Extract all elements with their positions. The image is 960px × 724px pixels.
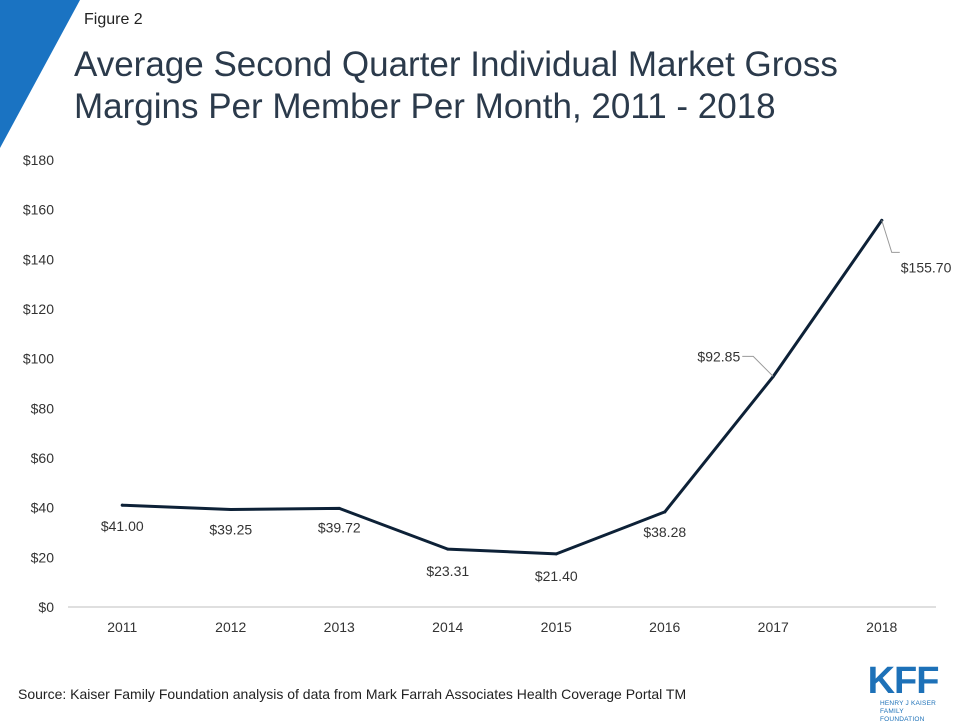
x-tick-label: 2018 (866, 619, 897, 635)
y-tick-label: $40 (31, 500, 55, 516)
data-point (337, 506, 341, 510)
x-tick-label: 2017 (758, 619, 789, 635)
series-line (120, 218, 884, 556)
y-tick-label: $80 (31, 400, 55, 416)
data-label: $23.31 (426, 563, 469, 579)
x-tick-label: 2012 (215, 619, 246, 635)
data-label: $21.40 (535, 568, 578, 584)
data-point (554, 552, 558, 556)
y-tick-label: $20 (31, 549, 55, 565)
data-point (663, 510, 667, 514)
source-note: Source: Kaiser Family Foundation analysi… (18, 686, 687, 702)
y-tick-label: $100 (23, 351, 54, 367)
logo-line-2: FAMILY FOUNDATION (880, 708, 925, 723)
y-tick-label: $60 (31, 450, 55, 466)
y-tick-label: $120 (23, 301, 54, 317)
data-point (229, 508, 233, 512)
y-tick-label: $180 (23, 152, 54, 168)
chart-title: Average Second Quarter Individual Market… (74, 45, 838, 126)
leader-line (742, 355, 774, 377)
x-tick-label: 2013 (324, 619, 355, 635)
corner-accent (0, 0, 80, 148)
data-point (446, 547, 450, 551)
x-tick-label: 2016 (649, 619, 680, 635)
leader-line (881, 220, 900, 253)
data-label: $39.72 (318, 519, 361, 535)
data-label: $92.85 (697, 348, 740, 364)
figure-label: Figure 2 (84, 11, 143, 28)
y-tick-label: $140 (23, 251, 54, 267)
data-label: $38.28 (643, 524, 686, 540)
y-tick-label: $160 (23, 202, 54, 218)
x-tick-label: 2011 (107, 619, 137, 635)
logo-line-1: HENRY J KAISER (880, 700, 937, 707)
data-point (120, 503, 124, 507)
data-label: $41.00 (101, 518, 144, 534)
kff-logo: KFF HENRY J KAISER FAMILY FOUNDATION (858, 662, 948, 724)
x-tick-label: 2015 (541, 619, 572, 635)
corner-triangle (0, 0, 80, 148)
x-tick-label: 2014 (432, 619, 463, 635)
logo-mark: KFF (867, 660, 940, 702)
data-label: $155.70 (901, 259, 952, 275)
data-label: $39.25 (209, 522, 252, 538)
y-tick-label: $0 (38, 599, 54, 615)
